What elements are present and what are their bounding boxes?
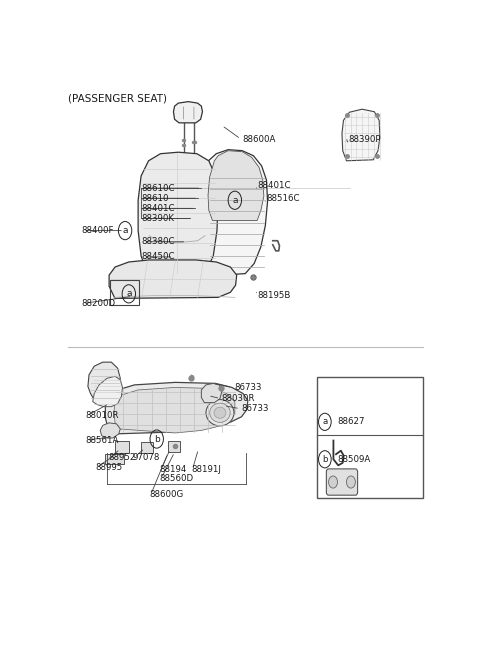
Text: 88952: 88952 [108,453,136,462]
FancyBboxPatch shape [317,377,423,498]
Polygon shape [208,150,264,221]
Polygon shape [342,109,380,161]
Text: 88194: 88194 [160,465,187,474]
Text: 88030R: 88030R [222,394,255,403]
Polygon shape [88,362,120,401]
Bar [106,454,124,464]
Text: a: a [122,226,128,235]
Bar [115,441,129,453]
Text: 88995: 88995 [95,463,122,472]
Text: 88390K: 88390K [142,214,175,223]
Text: 88401C: 88401C [257,181,291,190]
Polygon shape [106,382,248,434]
Text: 86733: 86733 [234,383,262,392]
Polygon shape [138,152,218,273]
Text: 88560D: 88560D [160,474,194,483]
Text: a: a [126,289,132,298]
Text: b: b [154,434,159,443]
Text: 88380C: 88380C [142,237,175,246]
Polygon shape [202,384,222,403]
Text: 88400F: 88400F [82,226,114,235]
Ellipse shape [206,399,234,426]
Circle shape [347,476,355,488]
Text: (PASSENGER SEAT): (PASSENGER SEAT) [68,93,167,103]
Text: 88561A: 88561A [85,436,119,445]
Bar [168,441,180,452]
Text: 88195B: 88195B [257,291,290,300]
Text: 88610C: 88610C [142,183,175,193]
Text: 97078: 97078 [133,453,160,462]
Text: a: a [322,417,327,426]
Text: 86733: 86733 [241,404,269,413]
Polygon shape [198,150,267,276]
Polygon shape [93,376,122,407]
Text: 88450C: 88450C [142,252,175,261]
Text: 88516C: 88516C [266,194,300,203]
Text: 88600G: 88600G [149,490,183,499]
Bar [110,280,139,306]
Polygon shape [100,423,120,438]
Circle shape [329,476,337,488]
Text: 88191J: 88191J [191,465,221,474]
Text: 88401C: 88401C [142,204,175,213]
Text: 88610: 88610 [142,194,169,203]
Text: 88010R: 88010R [85,411,119,420]
Text: b: b [322,455,328,464]
Text: 88600A: 88600A [242,135,276,143]
Text: 88509A: 88509A [337,455,371,464]
Text: 88627: 88627 [337,417,365,426]
Text: a: a [232,196,238,205]
Ellipse shape [210,403,230,422]
Ellipse shape [214,407,226,419]
Bar [141,442,153,453]
Polygon shape [114,388,235,433]
FancyBboxPatch shape [326,469,358,495]
Text: 88200D: 88200D [82,299,116,308]
Polygon shape [173,102,203,123]
Polygon shape [109,260,237,298]
Text: 88390P: 88390P [348,135,381,144]
